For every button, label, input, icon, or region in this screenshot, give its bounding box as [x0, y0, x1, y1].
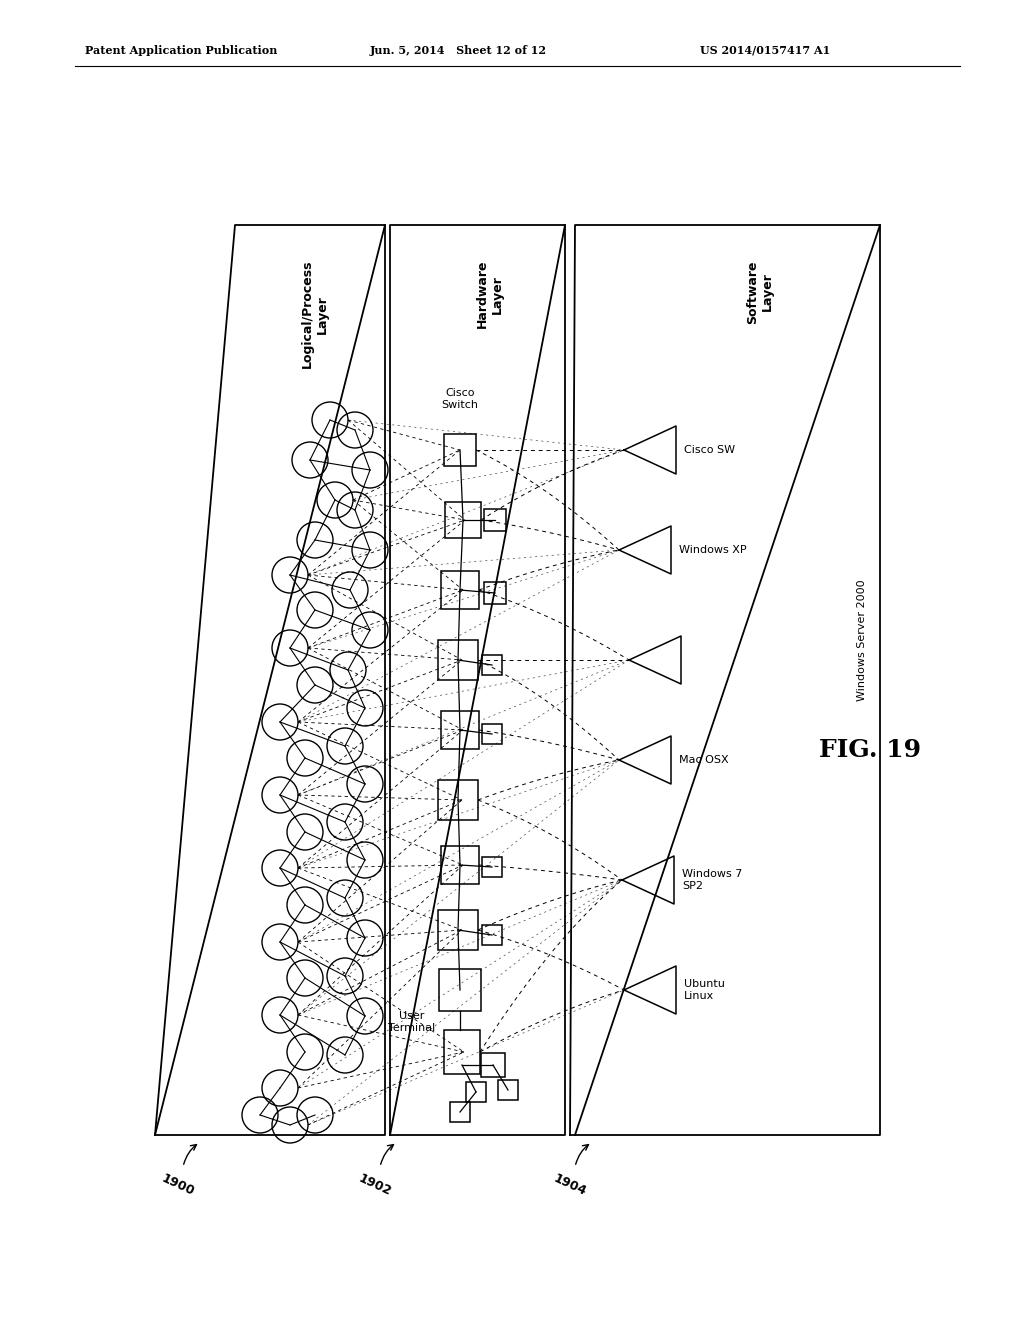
Text: Logical/Process
Layer: Logical/Process Layer	[301, 260, 329, 368]
Bar	[466, 1082, 486, 1102]
Text: User
Terminal: User Terminal	[388, 1011, 435, 1032]
Bar	[438, 640, 478, 680]
Text: Hardware
Layer: Hardware Layer	[476, 260, 504, 329]
Text: Windows 7
SP2: Windows 7 SP2	[682, 869, 742, 891]
Bar	[445, 502, 481, 539]
Bar	[438, 780, 478, 820]
Text: 1904: 1904	[552, 1172, 589, 1199]
Bar	[484, 582, 506, 605]
Bar	[482, 925, 502, 945]
Bar	[444, 1030, 480, 1074]
Text: 1902: 1902	[356, 1172, 393, 1199]
Bar	[444, 434, 476, 466]
Bar	[482, 723, 502, 744]
Bar	[450, 1102, 470, 1122]
Bar	[441, 711, 479, 748]
Text: FIG. 19: FIG. 19	[819, 738, 921, 762]
Text: Windows XP: Windows XP	[679, 545, 746, 554]
Text: 1900: 1900	[160, 1172, 197, 1199]
Bar	[482, 857, 502, 876]
Bar	[441, 572, 479, 609]
Bar	[482, 655, 502, 675]
Bar	[438, 909, 478, 950]
Bar	[498, 1080, 518, 1100]
Text: Ubuntu
Linux: Ubuntu Linux	[684, 979, 725, 1001]
Text: Windows Server 2000: Windows Server 2000	[857, 579, 867, 701]
Text: Software
Layer: Software Layer	[746, 260, 774, 323]
Text: Cisco SW: Cisco SW	[684, 445, 735, 455]
Bar	[439, 969, 481, 1011]
Text: Jun. 5, 2014   Sheet 12 of 12: Jun. 5, 2014 Sheet 12 of 12	[370, 45, 547, 55]
Text: Cisco
Switch: Cisco Switch	[441, 388, 478, 411]
Bar	[441, 846, 479, 884]
Text: US 2014/0157417 A1: US 2014/0157417 A1	[700, 45, 830, 55]
Bar	[484, 510, 506, 531]
Text: Patent Application Publication: Patent Application Publication	[85, 45, 278, 55]
Bar	[481, 1053, 505, 1077]
Text: Mac OSX: Mac OSX	[679, 755, 729, 766]
